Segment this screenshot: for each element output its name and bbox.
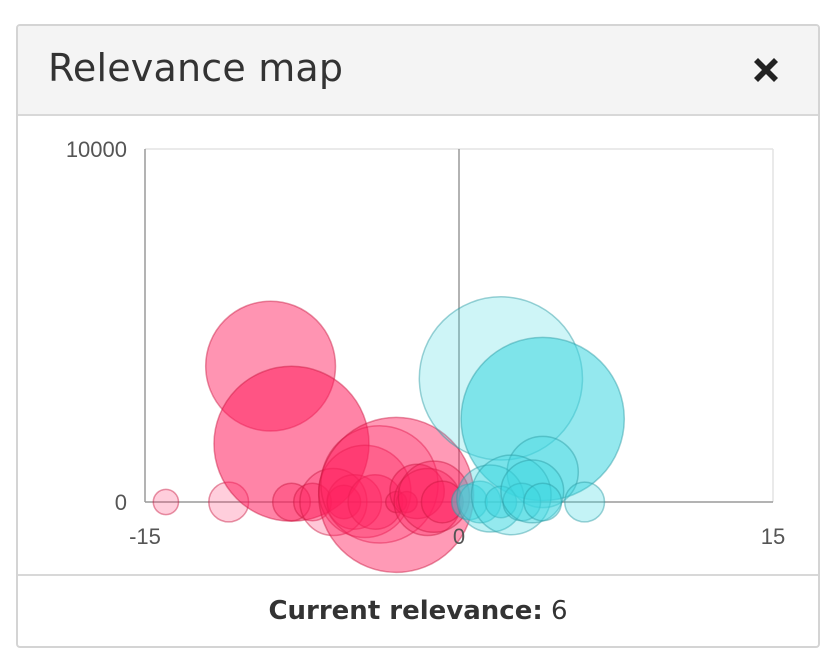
positive-bubble-11: [563, 481, 606, 523]
x-tick-label: 0: [453, 524, 465, 549]
negative-bubble-10: [347, 474, 404, 530]
positive-bubble-1: [460, 336, 626, 502]
positive-bubble-9: [500, 459, 565, 524]
y-tick-label: 10000: [66, 137, 127, 162]
negative-bubble-5: [292, 482, 333, 522]
current-relevance-label: Current relevance:: [268, 596, 543, 626]
chart-area: -15 0 15 0 10000: [18, 116, 818, 578]
close-icon: [754, 58, 778, 82]
current-relevance-value: 6: [551, 596, 568, 626]
positive-bubble-2: [506, 435, 580, 509]
panel-footer: Current relevance: 6: [18, 574, 818, 646]
negative-bubble-7: [326, 484, 362, 520]
negative-bubble-15: [389, 463, 446, 520]
close-button[interactable]: [748, 52, 784, 88]
x-tick-label: -15: [129, 524, 161, 549]
positive-bubble-8: [502, 482, 542, 522]
relevance-map-panel: Relevance map -15 0 15 0 10000 Current relev…: [16, 24, 820, 648]
negative-bubble-3: [213, 365, 370, 523]
negative-bubble-14: [395, 490, 418, 514]
negative-bubble-18: [420, 480, 464, 524]
negative-bubble-8: [326, 474, 383, 530]
positive-bubble-10: [523, 482, 563, 522]
negative-bubble-4: [271, 482, 312, 522]
negative-bubble-9: [317, 444, 412, 539]
panel-header: Relevance map: [18, 26, 818, 116]
y-tick-label: 0: [115, 490, 127, 515]
negative-bubble-16: [393, 467, 462, 537]
negative-bubble-0: [152, 488, 180, 516]
negative-bubble-12: [317, 416, 475, 574]
panel-title: Relevance map: [48, 46, 344, 90]
positive-bubble-6: [484, 485, 518, 519]
negative-bubble-13: [384, 490, 408, 514]
negative-bubble-6: [299, 467, 368, 537]
negative-bubble-11: [320, 425, 439, 544]
positive-bubble-7: [470, 454, 552, 536]
negative-bubble-17: [397, 460, 471, 534]
x-tick-label: 15: [761, 524, 785, 549]
